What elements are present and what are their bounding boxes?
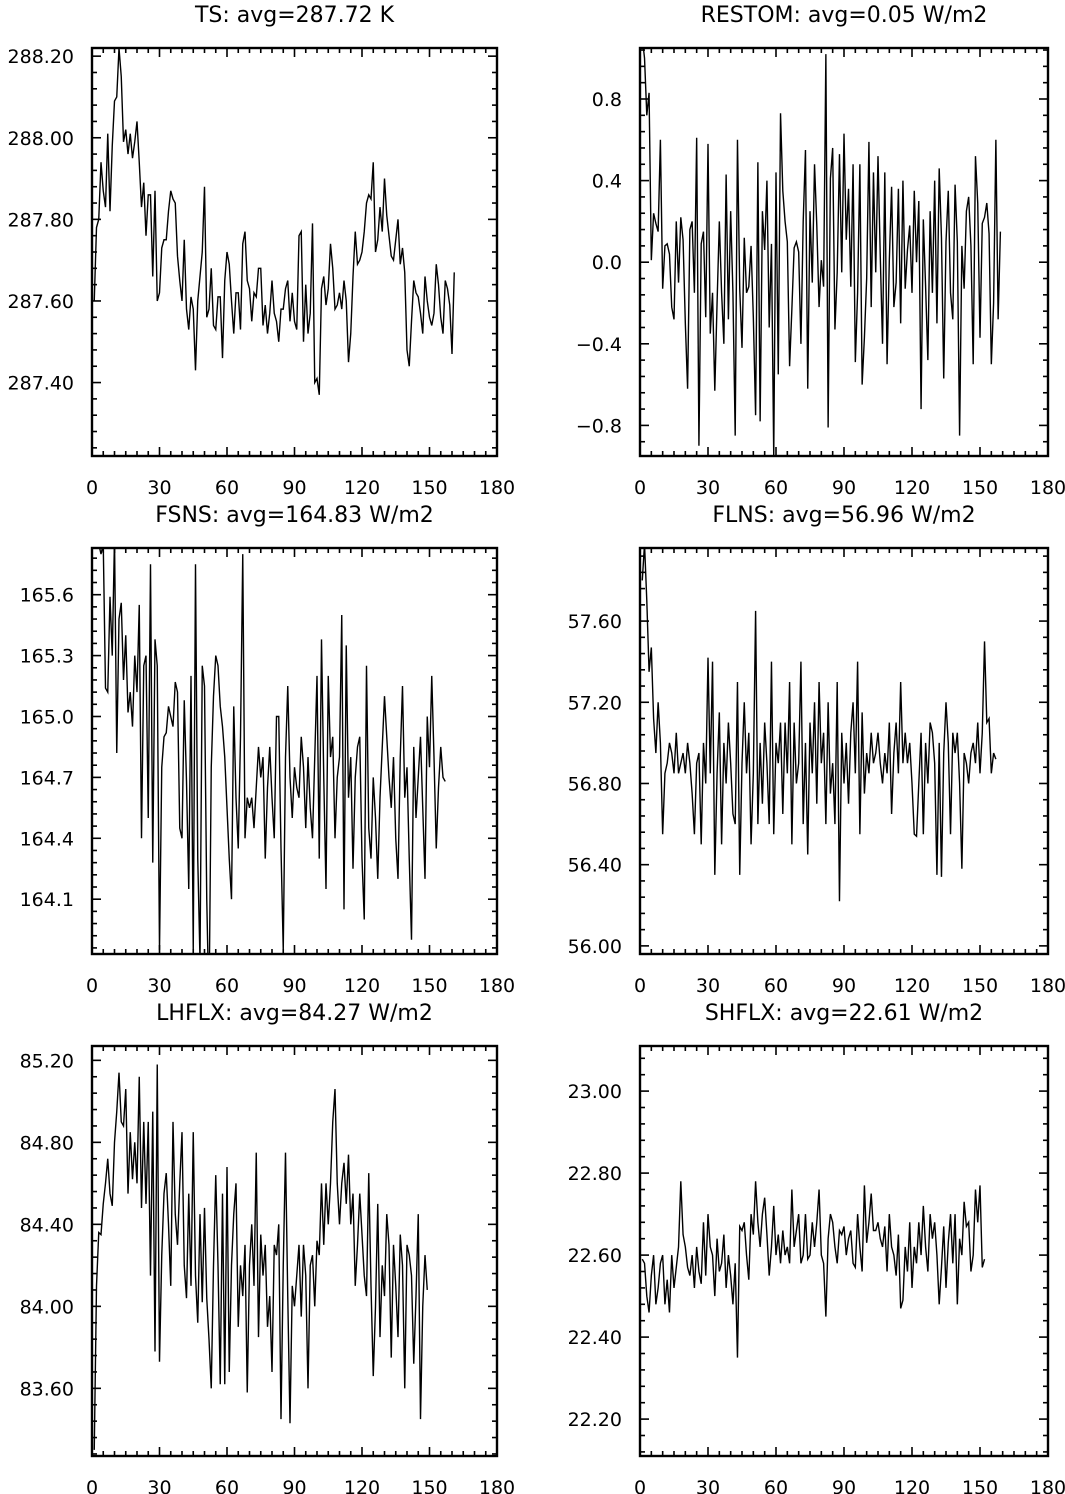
x-tick-label: 30: [696, 477, 720, 499]
x-tick-label: 120: [344, 477, 380, 499]
y-tick-label: 164.7: [20, 767, 74, 789]
y-tick-label: 84.00: [20, 1296, 74, 1318]
x-tick-label: 0: [634, 975, 646, 997]
x-tick-label: 30: [147, 477, 171, 499]
x-tick-label: 0: [634, 477, 646, 499]
chart-panel-3: FSNS: avg=164.83 W/m2 0 30 60 90 120 150 180 164…: [20, 503, 516, 997]
chart-panel-2: RESTOM: avg=0.05 W/m2 0 30 60 90 120 150 180 −0.…: [576, 3, 1065, 499]
series-line: [642, 48, 1002, 456]
x-tick-label: 30: [696, 1477, 720, 1494]
y-tick-label: 22.80: [568, 1163, 622, 1185]
y-tick-label: 164.4: [20, 828, 74, 850]
x-tick-label: 90: [832, 975, 856, 997]
x-tick-label: 180: [479, 477, 515, 499]
y-tick-label: 0.0: [592, 252, 622, 274]
x-tick-label: 150: [962, 975, 998, 997]
y-tick-label: 56.40: [568, 855, 622, 877]
y-tick-label: 56.80: [568, 773, 622, 795]
x-tick-label: 90: [832, 477, 856, 499]
x-tick-label: 150: [962, 1477, 998, 1494]
y-tick-label: 22.20: [568, 1409, 622, 1431]
x-tick-label: 180: [1030, 975, 1065, 997]
y-tick-label: 83.60: [20, 1378, 74, 1400]
y-tick-label: 85.20: [20, 1050, 74, 1072]
x-tick-label: 150: [411, 975, 447, 997]
plot-frame: [638, 1044, 1050, 1458]
x-tick-label: 120: [344, 975, 380, 997]
plot-frame: [638, 46, 1050, 458]
x-tick-label: 30: [147, 1477, 171, 1494]
y-tick-label: 84.80: [20, 1132, 74, 1154]
x-tick-label: 120: [894, 477, 930, 499]
x-tick-label: 60: [764, 477, 788, 499]
x-tick-label: 120: [894, 1477, 930, 1494]
plot-frame: [638, 546, 1050, 956]
y-tick-label: 165.3: [20, 646, 74, 668]
x-tick-label: 180: [1030, 477, 1065, 499]
chart-panel-6: SHFLX: avg=22.61 W/m2 0 30 60 90 120 150 180 22.…: [568, 1001, 1065, 1494]
chart-title: FSNS: avg=164.83 W/m2: [155, 503, 434, 528]
x-tick-label: 60: [215, 975, 239, 997]
chart-panel-1: TS: avg=287.72 K 0 30 60 90 120 150 180 287.40 28…: [8, 3, 516, 499]
x-tick-label: 0: [634, 1477, 646, 1494]
x-tick-label: 90: [282, 477, 306, 499]
y-tick-label: 22.60: [568, 1245, 622, 1267]
chart-title: TS: avg=287.72 K: [194, 3, 395, 28]
x-tick-label: 0: [86, 975, 98, 997]
series-line: [93, 1064, 428, 1450]
y-tick-label: 23.00: [568, 1081, 622, 1103]
y-tick-label: 287.40: [8, 373, 74, 395]
x-tick-label: 180: [1030, 1477, 1065, 1494]
chart-title: FLNS: avg=56.96 W/m2: [712, 503, 975, 528]
series-line: [93, 48, 455, 395]
y-tick-label: −0.4: [576, 334, 622, 356]
y-tick-label: 287.60: [8, 291, 74, 313]
chart-title: LHFLX: avg=84.27 W/m2: [156, 1001, 433, 1026]
chart-title: SHFLX: avg=22.61 W/m2: [705, 1001, 983, 1026]
x-tick-label: 90: [832, 1477, 856, 1494]
series-line: [98, 548, 446, 954]
y-tick-label: 288.00: [8, 128, 74, 150]
y-tick-label: 165.6: [20, 585, 74, 607]
x-tick-label: 30: [696, 975, 720, 997]
plot-frame: [90, 46, 499, 458]
y-tick-label: 0.4: [592, 171, 622, 193]
series-line: [641, 548, 997, 902]
chart-title: RESTOM: avg=0.05 W/m2: [701, 3, 988, 28]
y-tick-label: 57.20: [568, 692, 622, 714]
y-tick-label: 22.40: [568, 1327, 622, 1349]
x-tick-label: 60: [215, 477, 239, 499]
x-tick-label: 90: [282, 1477, 306, 1494]
x-tick-label: 180: [479, 975, 515, 997]
x-tick-label: 60: [215, 1477, 239, 1494]
plot-frame: [90, 546, 499, 956]
x-tick-label: 0: [86, 477, 98, 499]
y-tick-label: 288.20: [8, 46, 74, 68]
x-tick-label: 30: [147, 975, 171, 997]
y-tick-label: 165.0: [20, 706, 74, 728]
plot-frame: [90, 1044, 499, 1458]
y-tick-label: −0.8: [576, 415, 622, 437]
y-tick-label: 84.40: [20, 1214, 74, 1236]
x-tick-label: 150: [962, 477, 998, 499]
x-tick-label: 150: [411, 477, 447, 499]
y-tick-label: 0.8: [592, 89, 622, 111]
y-tick-label: 57.60: [568, 611, 622, 633]
x-tick-label: 120: [344, 1477, 380, 1494]
x-tick-label: 60: [764, 1477, 788, 1494]
series-line: [641, 1181, 986, 1358]
y-tick-label: 287.80: [8, 209, 74, 231]
x-tick-label: 90: [282, 975, 306, 997]
x-tick-label: 120: [894, 975, 930, 997]
x-tick-label: 180: [479, 1477, 515, 1494]
chart-panel-4: FLNS: avg=56.96 W/m2 0 30 60 90 120 150 180 56.0…: [568, 503, 1065, 997]
x-tick-label: 150: [411, 1477, 447, 1494]
y-tick-label: 56.00: [568, 936, 622, 958]
x-tick-label: 0: [86, 1477, 98, 1494]
chart-panel-5: LHFLX: avg=84.27 W/m2 0 30 60 90 120 150 180 83.…: [20, 1001, 516, 1494]
x-tick-label: 60: [764, 975, 788, 997]
y-tick-label: 164.1: [20, 889, 74, 911]
